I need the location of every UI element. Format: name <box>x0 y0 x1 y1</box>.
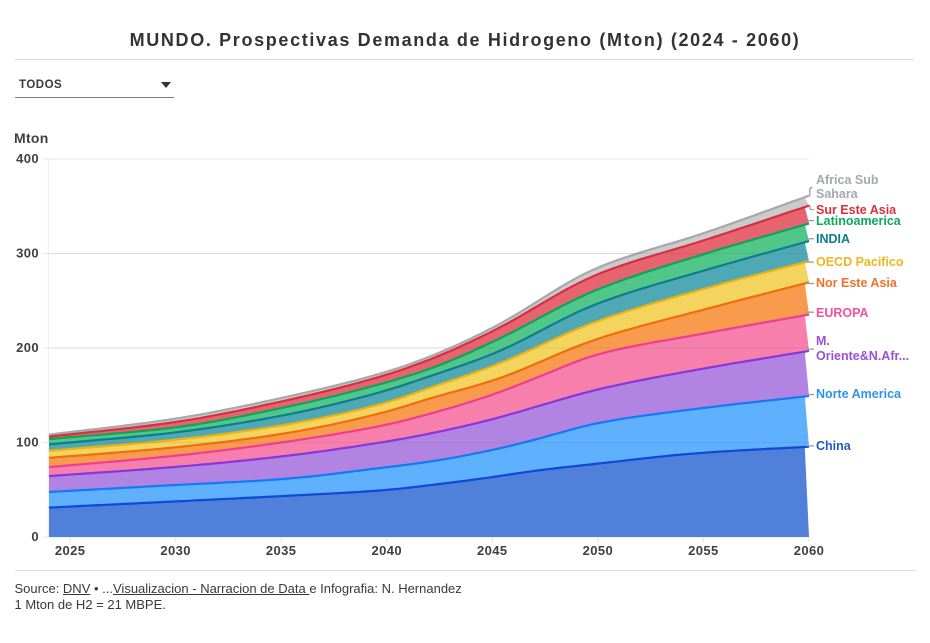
svg-text:2030: 2030 <box>160 543 191 558</box>
svg-text:Mton: Mton <box>14 130 49 146</box>
svg-text:2060: 2060 <box>794 543 825 558</box>
svg-text:2045: 2045 <box>477 543 508 558</box>
svg-text:400: 400 <box>16 151 39 166</box>
svg-text:2040: 2040 <box>372 543 403 558</box>
svg-text:0: 0 <box>31 529 39 544</box>
svg-text:2025: 2025 <box>55 543 86 558</box>
svg-text:2035: 2035 <box>266 543 297 558</box>
svg-text:100: 100 <box>16 435 39 450</box>
svg-text:200: 200 <box>16 340 39 355</box>
svg-text:2055: 2055 <box>688 543 719 558</box>
svg-text:300: 300 <box>16 246 39 261</box>
svg-text:2050: 2050 <box>583 543 614 558</box>
